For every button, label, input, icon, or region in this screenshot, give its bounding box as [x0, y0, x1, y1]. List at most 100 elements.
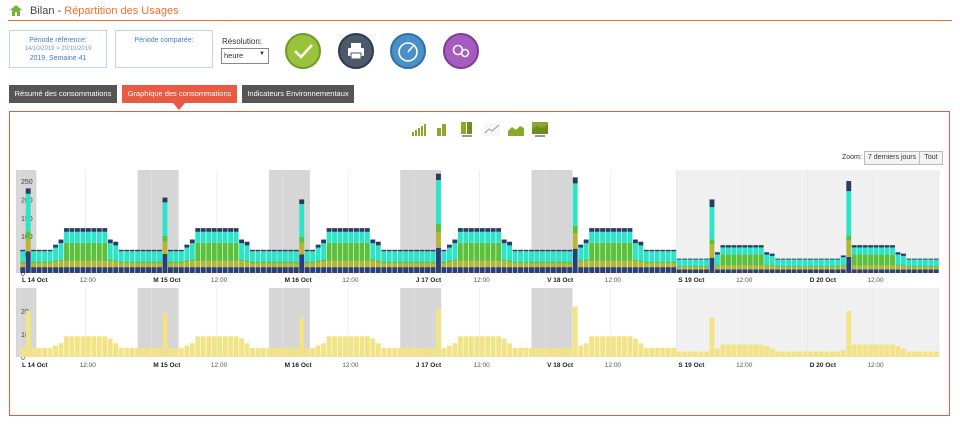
- bar-segment: [430, 249, 436, 252]
- bar-segment: [632, 243, 638, 260]
- validate-button[interactable]: [285, 33, 321, 69]
- zoom-all-button[interactable]: Tout: [919, 151, 943, 165]
- night-band: [400, 288, 442, 357]
- bar-segment: [840, 265, 846, 267]
- bar-segment: [791, 269, 797, 273]
- bar-segment: [85, 261, 91, 268]
- resolution-select[interactable]: heure ▼: [221, 48, 269, 64]
- bar-segment: [425, 347, 430, 357]
- bar-segment: [233, 336, 239, 357]
- bar-segment: [851, 254, 857, 266]
- bar-segment: [550, 347, 556, 357]
- period-ref-week: 2019, Semaine 41: [29, 55, 87, 62]
- bar-segment: [452, 261, 458, 268]
- bar-segment: [550, 261, 556, 264]
- bar-segment: [868, 254, 874, 266]
- bar-segment: [113, 267, 119, 273]
- home-icon[interactable]: [10, 5, 22, 16]
- bar-segment: [332, 336, 337, 357]
- bar-segment: [151, 251, 157, 262]
- bar-segment: [479, 267, 485, 273]
- bar-segment: [436, 224, 441, 233]
- bar-segment: [933, 259, 939, 266]
- bar-segment: [414, 347, 420, 357]
- bar-segment: [386, 251, 392, 262]
- gauge-button[interactable]: [390, 33, 426, 69]
- bar-segment: [228, 267, 234, 273]
- period-compare-box[interactable]: Période comparée:: [115, 30, 213, 68]
- zoom-7days-button[interactable]: 7 derniers jours: [864, 151, 920, 165]
- bar-segment: [775, 258, 781, 260]
- settings-button[interactable]: [443, 33, 479, 69]
- bar-segment: [124, 251, 130, 262]
- bar-segment: [857, 265, 863, 270]
- bar-segment: [452, 343, 458, 357]
- tab-environment[interactable]: Indicateurs Environnementaux: [242, 85, 354, 103]
- bar-segment: [753, 254, 759, 266]
- bar-segment: [167, 249, 173, 252]
- bar-segment: [162, 202, 168, 236]
- bar-segment: [682, 269, 688, 273]
- bar-segment: [392, 347, 398, 357]
- bar-segment: [556, 347, 562, 357]
- bar-segment: [895, 264, 901, 266]
- bar-segment: [775, 351, 781, 357]
- bar-segment: [178, 347, 184, 357]
- bar-segment: [436, 232, 441, 248]
- bar-segment: [397, 263, 403, 268]
- grouped-bar-icon[interactable]: [436, 124, 448, 136]
- bar-segment: [118, 263, 124, 268]
- bar-segment: [217, 228, 223, 232]
- bar-segment: [452, 267, 458, 273]
- x-hour-label: 12:00: [211, 277, 228, 284]
- bar-segment: [266, 267, 272, 273]
- bar-segment: [594, 267, 600, 273]
- bar-segment: [501, 338, 507, 357]
- bar-segment: [605, 242, 611, 262]
- bar-segment: [704, 267, 709, 270]
- bar-segment: [578, 260, 584, 262]
- bar-chart-icon[interactable]: [412, 124, 426, 136]
- bar-segment: [102, 242, 108, 262]
- bar-segment: [616, 242, 622, 262]
- bar-segment: [425, 267, 430, 273]
- bar-segment: [457, 261, 463, 268]
- bar-segment: [250, 249, 255, 252]
- bar-segment: [129, 267, 135, 273]
- bar-segment: [906, 269, 912, 273]
- bar-segment: [353, 231, 359, 243]
- bar-segment: [676, 259, 682, 266]
- bar-segment: [364, 242, 370, 262]
- bar-segment: [233, 242, 239, 262]
- bar-segment: [293, 261, 299, 264]
- bar-segment: [85, 228, 91, 232]
- bar-segment: [135, 263, 141, 268]
- zoom-7days-label: 7 derniers jours: [867, 154, 917, 161]
- bar-segment: [20, 249, 26, 252]
- bar-segment: [124, 249, 130, 252]
- bar-segment: [671, 263, 677, 268]
- tab-summary[interactable]: Résumé des consommations: [9, 85, 117, 103]
- line-chart-icon[interactable]: [484, 123, 500, 136]
- print-button[interactable]: [338, 33, 374, 69]
- bar-segment: [375, 245, 381, 261]
- bar-segment: [605, 336, 611, 357]
- bar-segment: [611, 228, 616, 232]
- bar-segment: [80, 231, 86, 243]
- bar-segment: [578, 345, 584, 357]
- bar-segment: [742, 254, 748, 266]
- tab-chart[interactable]: Graphique des consommations: [122, 85, 237, 103]
- bar-segment: [146, 263, 151, 268]
- bar-segment: [463, 242, 469, 262]
- period-reference-box[interactable]: Période référence: 14/10/2019 > 20/10/20…: [9, 30, 107, 68]
- bar-segment: [200, 267, 206, 273]
- area-chart-icon[interactable]: [508, 123, 524, 136]
- bar-segment: [583, 239, 589, 244]
- bar-segment: [414, 267, 420, 273]
- bar-segment: [922, 259, 928, 266]
- bar-segment: [326, 228, 332, 232]
- bar-segment: [392, 263, 398, 268]
- area-percent-icon[interactable]: [532, 122, 548, 138]
- stacked-percent-bar-icon[interactable]: [460, 122, 474, 138]
